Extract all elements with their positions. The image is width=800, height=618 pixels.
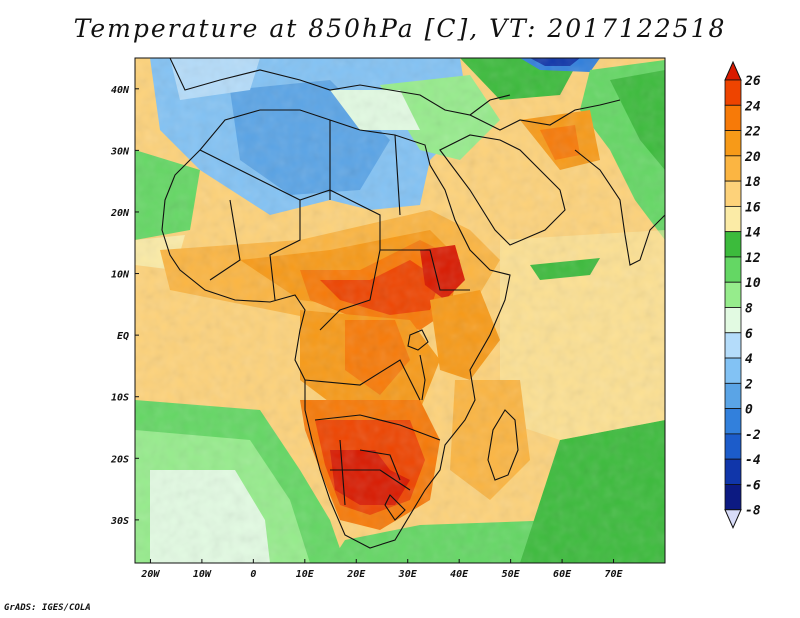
- colorbar-level-label: 10: [745, 276, 761, 291]
- colorbar-level-label: 0: [745, 403, 753, 418]
- colorbar-box: [724, 433, 742, 460]
- grads-credit: GrADS: IGES/COLA: [4, 603, 91, 613]
- colorbar-level-label: 18: [745, 175, 761, 190]
- colorbar-box: [724, 180, 742, 207]
- coastline-outlines: [161, 58, 665, 549]
- colorbar-box: [724, 357, 742, 384]
- colorbar-box: [724, 130, 742, 157]
- map-title: Temperature at 850hPa [C], VT: 201712251…: [73, 14, 727, 43]
- x-tick-label: 20W: [140, 569, 160, 580]
- y-tick-label: 20S: [110, 454, 129, 465]
- colorbar-level-label: -4: [745, 453, 761, 468]
- x-tick-label: 60E: [553, 569, 572, 580]
- colorbar-box: [724, 382, 742, 410]
- x-axis-ticks: 20W 10W 0 10E 20E 30E 40E 50E 60E 70E: [140, 559, 624, 580]
- y-tick-label: 40N: [111, 85, 130, 96]
- colorbar-box: [724, 155, 742, 182]
- colorbar-box: [724, 408, 742, 435]
- y-tick-label: 20N: [110, 208, 130, 219]
- colorbar-level-label: 26: [744, 74, 761, 89]
- x-tick-label: 70E: [605, 569, 624, 580]
- colorbar-level-label: -2: [745, 428, 761, 443]
- y-tick-label: 10S: [111, 393, 129, 404]
- colorbar-level-label: -8: [745, 504, 761, 519]
- colorbar-level-label: 12: [745, 251, 761, 266]
- colorbar-bottom-arrow: [724, 509, 742, 529]
- y-tick-label: 30N: [110, 146, 130, 157]
- x-tick-label: 20E: [346, 569, 366, 580]
- x-tick-label: 50E: [502, 569, 521, 580]
- colorbar-top-arrow: [724, 60, 742, 81]
- x-tick-label: 10W: [193, 569, 212, 580]
- colorbar-level-label: -6: [745, 478, 761, 493]
- colorbar-level-label: 24: [744, 99, 761, 114]
- colorbar-box: [724, 281, 742, 308]
- colorbar-box: [724, 307, 742, 334]
- colorbar-level-label: 20: [744, 150, 761, 165]
- x-tick-label: 30E: [398, 569, 418, 580]
- colorbar-box: [724, 231, 742, 258]
- colorbar-level-label: 2: [744, 377, 753, 392]
- colorbar-level-label: 4: [745, 352, 753, 367]
- x-tick-label: 10E: [296, 569, 315, 580]
- colorbar-level-label: 8: [745, 302, 753, 317]
- colorbar-box: [724, 484, 742, 511]
- map-frame: [134, 57, 666, 564]
- colorbar-box: [724, 79, 742, 106]
- y-axis-ticks: 40N 30N 20N 10N EQ 10S 20S 30S: [110, 85, 139, 527]
- colorbar-box: [724, 256, 742, 283]
- colorbar-box: [724, 205, 742, 233]
- colorbar-level-label: 22: [744, 125, 761, 140]
- y-tick-label: 30S: [110, 516, 129, 527]
- y-tick-label: EQ: [117, 331, 129, 342]
- colorbar-level-label: 6: [745, 327, 753, 342]
- colorbar-level-label: 14: [745, 226, 761, 241]
- y-tick-label: 10N: [111, 270, 130, 281]
- colorbar-box: [724, 332, 742, 359]
- colorbar-level-label: 16: [745, 200, 761, 215]
- colorbar-box: [724, 458, 742, 485]
- temperature-field: [135, 58, 665, 563]
- x-tick-label: 40E: [450, 569, 469, 580]
- colorbar-box: [724, 104, 742, 131]
- x-tick-label: 0: [250, 569, 256, 580]
